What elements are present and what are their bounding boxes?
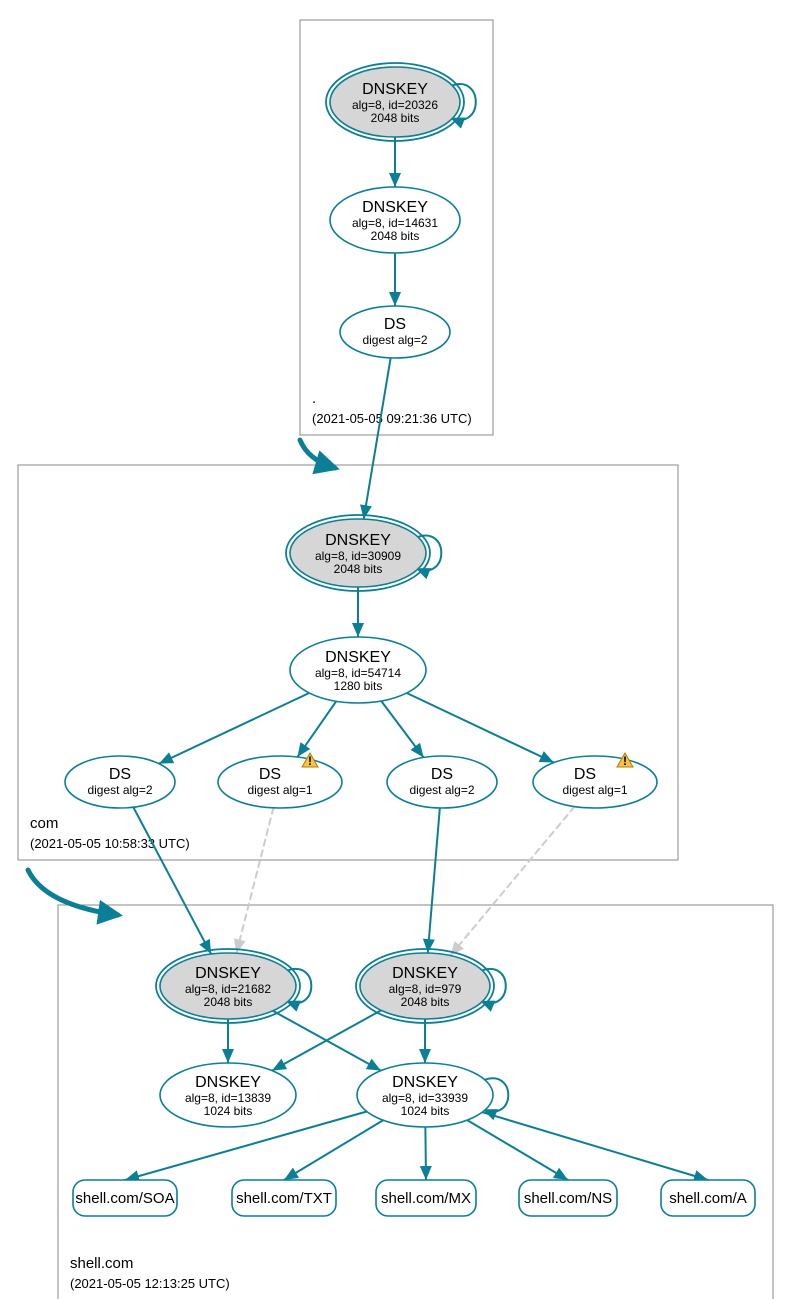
node-sub1: alg=8, id=30909 [315, 549, 401, 563]
edge [236, 808, 273, 953]
node-sub1: digest alg=2 [409, 783, 474, 797]
node-shell_ksk1: DNSKEYalg=8, id=216822048 bits [156, 949, 300, 1023]
node-com_ds1: DSdigest alg=2 [65, 756, 175, 808]
edge [425, 1127, 426, 1180]
node-sub1: alg=8, id=54714 [315, 666, 401, 680]
node-sub1: digest alg=2 [362, 333, 427, 347]
edge [284, 1120, 383, 1180]
node-sub2: 1280 bits [334, 679, 383, 693]
node-sub1: alg=8, id=33939 [382, 1091, 468, 1105]
node-sub2: 1024 bits [401, 1104, 450, 1118]
edge [159, 693, 309, 764]
node-com_ds3: DSdigest alg=2 [387, 756, 497, 808]
node-com_ds2: DSdigest alg=1! [218, 753, 342, 808]
edge [297, 701, 336, 757]
node-title: DNSKEY [362, 199, 428, 216]
node-sub1: alg=8, id=20326 [352, 98, 438, 112]
edge [407, 693, 554, 763]
edge [364, 358, 391, 519]
node-sub2: 1024 bits [204, 1104, 253, 1118]
node-sub1: alg=8, id=21682 [185, 982, 271, 996]
node-shell_zsk1: DNSKEYalg=8, id=138391024 bits [160, 1063, 296, 1127]
zone-link-arrow [28, 870, 118, 915]
node-sub2: 2048 bits [371, 111, 420, 125]
node-title: DNSKEY [392, 965, 458, 982]
node-sub1: digest alg=2 [87, 783, 152, 797]
node-title: DNSKEY [325, 532, 391, 549]
node-title: DS [431, 766, 453, 783]
node-sub1: digest alg=1 [247, 783, 312, 797]
rrset-label: shell.com/A [669, 1190, 747, 1207]
node-sub2: 2048 bits [401, 995, 450, 1009]
dnssec-chain-diagram: . (2021-05-05 09:21:36 UTC) com (2021-05-05… [0, 0, 785, 1299]
rrset: shell.com/SOA [73, 1180, 177, 1216]
node-title: DNSKEY [392, 1074, 458, 1091]
node-title: DNSKEY [195, 965, 261, 982]
zone-timestamp: (2021-05-05 10:58:33 UTC) [30, 836, 190, 851]
zone-label: shell.com [70, 1255, 133, 1272]
node-title: DS [109, 766, 131, 783]
rrset: shell.com/NS [519, 1180, 617, 1216]
edge [381, 701, 423, 757]
edge [133, 807, 211, 954]
node-sub1: alg=8, id=979 [389, 982, 462, 996]
rrset-label: shell.com/NS [524, 1190, 612, 1207]
zone-link-arrow [300, 440, 335, 468]
node-sub1: alg=8, id=14631 [352, 216, 438, 230]
edge [450, 807, 574, 956]
edge [482, 1112, 708, 1180]
node-title: DS [384, 316, 406, 333]
zone-timestamp: (2021-05-05 12:13:25 UTC) [70, 1276, 230, 1291]
zone-label: . [312, 390, 316, 407]
node-title: DNSKEY [195, 1074, 261, 1091]
node-sub2: 2048 bits [371, 229, 420, 243]
rrset: shell.com/TXT [232, 1180, 336, 1216]
rrset-label: shell.com/TXT [236, 1190, 332, 1207]
node-root_ds: DSdigest alg=2 [340, 306, 450, 358]
rrset: shell.com/MX [376, 1180, 476, 1216]
node-root_zsk: DNSKEYalg=8, id=146312048 bits [330, 187, 460, 253]
zone-label: com [30, 815, 58, 832]
zone-timestamp: (2021-05-05 09:21:36 UTC) [312, 411, 472, 426]
node-sub2: 2048 bits [204, 995, 253, 1009]
node-com_ksk: DNSKEYalg=8, id=309092048 bits [286, 515, 430, 591]
node-sub1: alg=8, id=13839 [185, 1091, 271, 1105]
node-title: DS [574, 766, 596, 783]
node-sub1: digest alg=1 [562, 783, 627, 797]
node-root_ksk: DNSKEYalg=8, id=203262048 bits [326, 63, 464, 141]
node-shell_ksk2: DNSKEYalg=8, id=9792048 bits [356, 949, 494, 1023]
edge [467, 1120, 568, 1180]
rrset: shell.com/A [661, 1180, 755, 1216]
node-title: DNSKEY [325, 649, 391, 666]
node-sub2: 2048 bits [334, 562, 383, 576]
node-title: DNSKEY [362, 81, 428, 98]
node-title: DS [259, 766, 281, 783]
node-shell_zsk2: DNSKEYalg=8, id=339391024 bits [357, 1063, 493, 1127]
rrset-label: shell.com/SOA [75, 1190, 174, 1207]
warning-icon-mark: ! [308, 754, 312, 768]
warning-icon-mark: ! [623, 754, 627, 768]
edge [428, 808, 440, 953]
node-com_zsk: DNSKEYalg=8, id=547141280 bits [290, 637, 426, 703]
rrset-label: shell.com/MX [381, 1190, 471, 1207]
